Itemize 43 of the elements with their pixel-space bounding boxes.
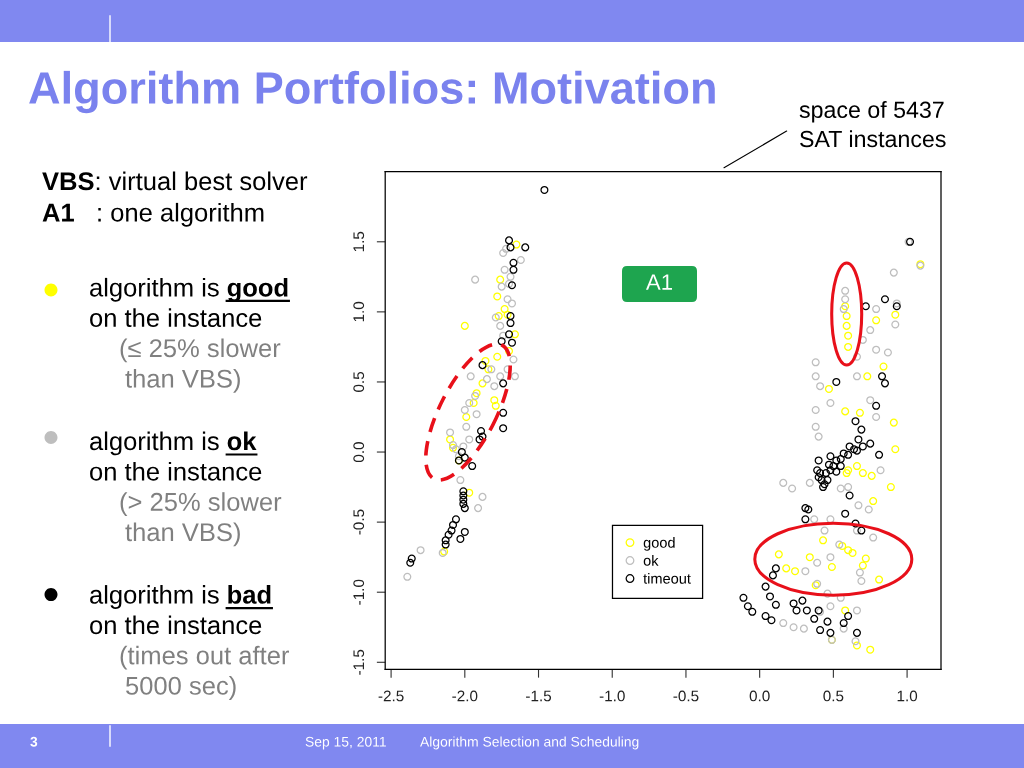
y-tick-label: 1.5 <box>353 231 365 252</box>
text: Sep 15, 2011 <box>305 736 386 750</box>
legend-label: ok <box>643 555 659 566</box>
text: than VBS) <box>125 522 240 547</box>
y-tick-label: -1.0 <box>353 579 365 605</box>
text: on the instance <box>90 615 262 635</box>
text: ok <box>227 431 257 451</box>
text: (≤ 25% slower <box>120 338 281 363</box>
text: good <box>227 277 288 302</box>
x-tick-label: -1.5 <box>526 690 552 702</box>
x-tick-label: -0.5 <box>673 690 699 702</box>
legend-label: good <box>643 537 675 551</box>
x-tick-label: -1.0 <box>599 690 625 702</box>
x-tick-label: 1.0 <box>897 690 918 702</box>
text: : one algorithm <box>98 202 264 227</box>
x-tick-label: 0.0 <box>749 690 770 702</box>
annotation: A1 <box>645 274 673 290</box>
text: (> 25% slower <box>120 492 282 516</box>
text: (times out after <box>120 645 289 670</box>
x-tick-label: -2.0 <box>452 690 478 702</box>
y-tick-label: -0.5 <box>353 509 365 535</box>
text: on the instance <box>90 308 262 328</box>
text: : virtual best solver <box>96 171 308 191</box>
text: than VBS) <box>125 368 240 393</box>
y-tick-label: 1.0 <box>353 301 365 322</box>
text: algorithm is <box>90 277 219 302</box>
text: A1 <box>42 203 74 222</box>
y-tick-label: -1.5 <box>353 649 365 675</box>
text: 3 <box>30 736 38 747</box>
chart-title: Algorithm Portfolios: Motivation <box>29 70 715 114</box>
text: bad <box>228 585 271 604</box>
x-tick-label: 0.5 <box>823 690 844 702</box>
text: algorithm is <box>90 585 219 609</box>
x-tick-label: -2.5 <box>378 690 404 702</box>
text: 5000 sec) <box>126 676 236 700</box>
text: algorithm is <box>90 431 219 456</box>
y-tick-label: 0.0 <box>353 442 365 463</box>
text: on the instance <box>90 461 262 481</box>
y-tick-label: 0.5 <box>353 371 365 392</box>
text: Algorithm Selection and Scheduling <box>420 736 639 750</box>
legend-label: timeout <box>643 573 691 584</box>
text: VBS <box>42 172 94 191</box>
text: space of 5437 SAT instances <box>799 101 946 148</box>
